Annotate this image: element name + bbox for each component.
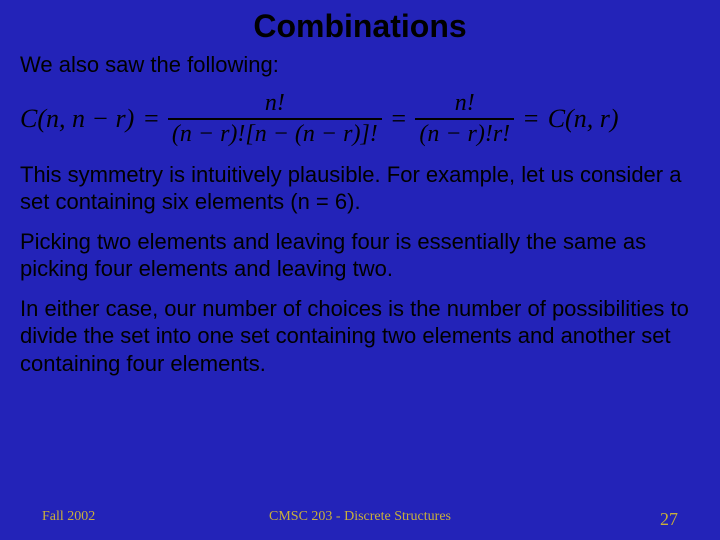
- frac1-bar: [168, 118, 382, 120]
- equation: C(n, n − r) = n! (n − r)![n − (n − r)]! …: [20, 91, 700, 147]
- frac1-denominator: (n − r)![n − (n − r)]!: [168, 122, 382, 147]
- footer-left: Fall 2002: [42, 509, 95, 530]
- frac2-bar: [415, 118, 514, 120]
- equals-sign: =: [390, 104, 408, 134]
- paragraph-2: Picking two elements and leaving four is…: [20, 228, 700, 283]
- footer-center: CMSC 203 - Discrete Structures: [269, 509, 451, 525]
- fraction-2: n! (n − r)!r!: [415, 91, 514, 147]
- equation-lhs: C(n, n − r): [20, 104, 134, 134]
- intro-line: We also saw the following:: [20, 51, 700, 79]
- slide-title: Combinations: [20, 8, 700, 45]
- slide: Combinations We also saw the following: …: [0, 0, 720, 540]
- fraction-1: n! (n − r)![n − (n − r)]!: [168, 91, 382, 147]
- paragraph-1: This symmetry is intuitively plausible. …: [20, 161, 700, 216]
- footer-right: 27: [660, 509, 678, 530]
- equals-sign: =: [522, 104, 540, 134]
- equation-rhs: C(n, r): [548, 104, 619, 134]
- paragraph-3: In either case, our number of choices is…: [20, 295, 700, 378]
- frac1-numerator: n!: [261, 91, 289, 116]
- frac2-numerator: n!: [451, 91, 479, 116]
- footer: Fall 2002 CMSC 203 - Discrete Structures…: [0, 509, 720, 530]
- frac2-denominator: (n − r)!r!: [415, 122, 514, 147]
- equals-sign: =: [142, 104, 160, 134]
